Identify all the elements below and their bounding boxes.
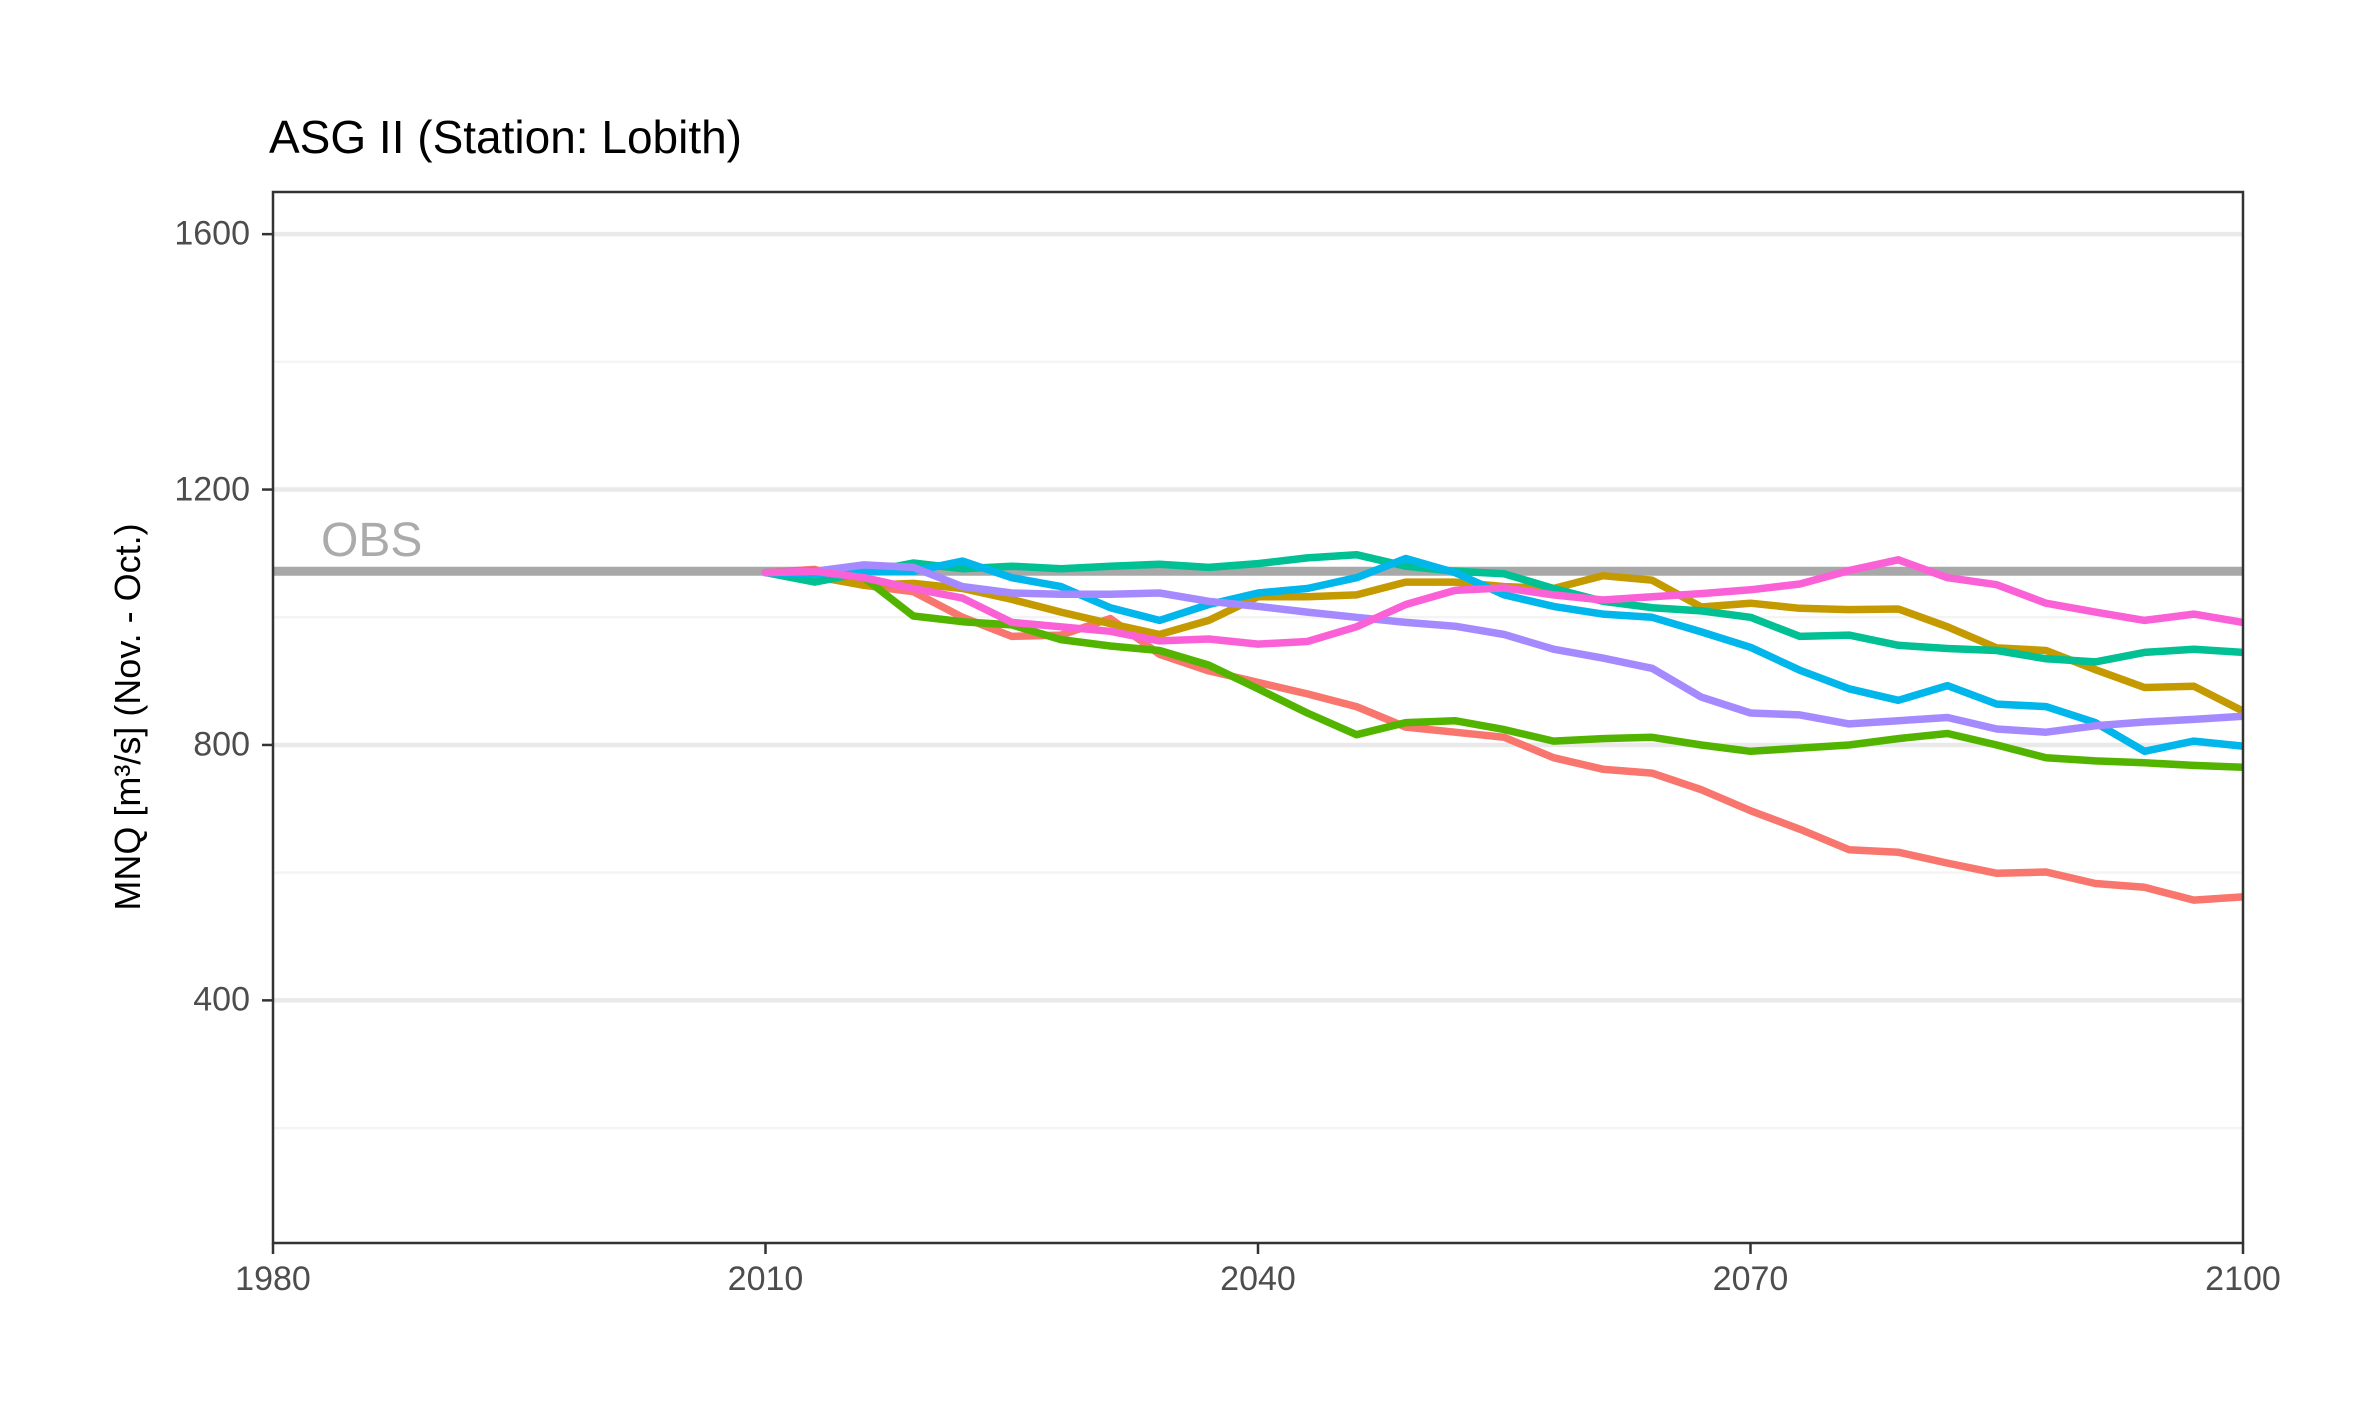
y-tick-label: 800 bbox=[193, 725, 250, 764]
chart-title: ASG II (Station: Lobith) bbox=[269, 111, 743, 163]
y-tick-label: 1200 bbox=[174, 470, 250, 509]
series-line-pink bbox=[761, 556, 2243, 648]
series-line-cyan bbox=[761, 554, 2243, 756]
x-tick-label: 1980 bbox=[235, 1260, 311, 1298]
x-tick-label: 2070 bbox=[1712, 1260, 1789, 1298]
series-line-salmon bbox=[761, 565, 2243, 904]
x-tick-label: 2040 bbox=[1220, 1260, 1296, 1298]
obs-line-label: OBS bbox=[321, 514, 423, 567]
series-line-teal bbox=[761, 550, 2243, 666]
y-tick-label: 1600 bbox=[174, 214, 250, 253]
x-tick-label: 2100 bbox=[2205, 1260, 2281, 1298]
y-tick-label: 400 bbox=[193, 980, 250, 1019]
series-line-purple bbox=[761, 561, 2243, 736]
x-tick-label: 2010 bbox=[727, 1260, 804, 1298]
